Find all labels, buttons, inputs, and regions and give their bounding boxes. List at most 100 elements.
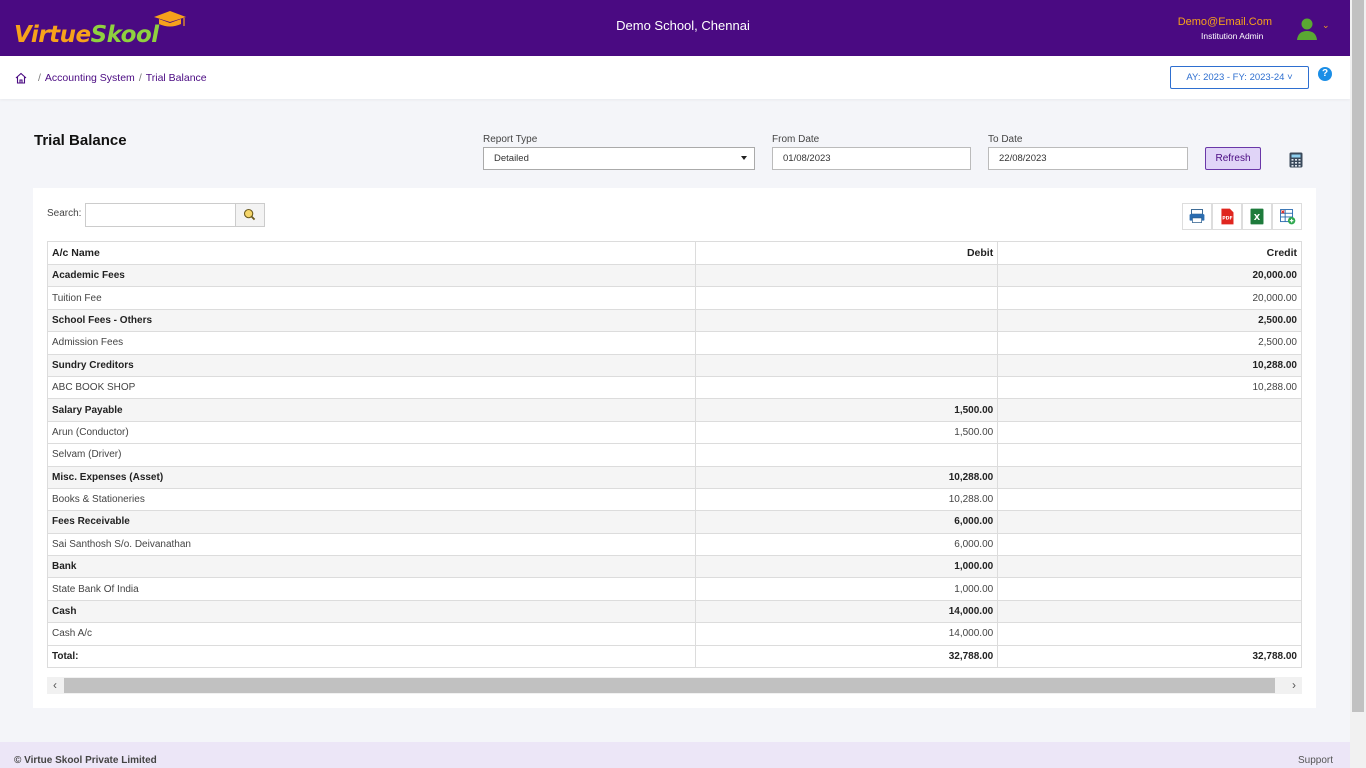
search-label: Search:: [47, 208, 82, 219]
table-row[interactable]: Arun (Conductor) 1,500.00: [46, 420, 1302, 445]
ac-name-cell: ABC BOOK SHOP: [46, 375, 697, 400]
table-group-row[interactable]: Misc. Expenses (Asset) 10,288.00: [46, 465, 1302, 489]
table-row[interactable]: ABC BOOK SHOP 10,288.00: [46, 375, 1302, 400]
column-header-credit[interactable]: Credit: [997, 241, 1302, 265]
report-type-select[interactable]: Detailed: [483, 147, 755, 170]
ac-name-cell: School Fees - Others: [46, 308, 697, 333]
debit-cell: 14,000.00: [695, 622, 999, 646]
credit-cell: 2,500.00: [997, 308, 1302, 333]
export-pdf-button[interactable]: PDF: [1212, 203, 1242, 230]
scroll-left-icon[interactable]: ‹: [53, 678, 57, 692]
breadcrumb-bar: / Accounting System / Trial Balance AY: 202…: [0, 56, 1350, 99]
table-group-row[interactable]: Fees Receivable 6,000.00: [46, 510, 1302, 534]
table-group-row[interactable]: Sundry Creditors 10,288.00: [46, 353, 1302, 377]
breadcrumb-accounting-system[interactable]: Accounting System: [44, 72, 135, 84]
user-avatar-icon[interactable]: [1296, 17, 1318, 41]
debit-cell: 6,000.00: [695, 510, 999, 534]
debit-cell: [695, 375, 999, 400]
help-icon[interactable]: ?: [1318, 67, 1332, 81]
ac-name-cell: Books & Stationeries: [46, 487, 697, 512]
report-type-value: Detailed: [494, 153, 529, 164]
debit-cell: [695, 443, 999, 467]
ac-name-cell: Sai Santhosh S/o. Deivanathan: [46, 532, 697, 557]
caret-down-icon: [741, 156, 747, 160]
academic-year-selector[interactable]: AY: 2023 - FY: 2023-24 ˅: [1170, 66, 1309, 89]
user-email[interactable]: Demo@Email.Com: [1177, 16, 1272, 28]
ac-name-cell: Misc. Expenses (Asset): [46, 465, 697, 489]
home-icon[interactable]: [15, 72, 27, 84]
graduation-cap-icon: [154, 11, 186, 27]
from-date-input[interactable]: 01/08/2023: [772, 147, 971, 170]
table-row[interactable]: State Bank Of India 1,000.00: [46, 577, 1302, 601]
credit-cell: 2,500.00: [997, 331, 1302, 355]
table-group-row[interactable]: School Fees - Others 2,500.00: [46, 308, 1302, 333]
footer: [0, 742, 1350, 768]
total-label-cell: Total:: [46, 644, 697, 669]
ac-name-cell: Admission Fees: [46, 331, 697, 355]
to-date-input[interactable]: 22/08/2023: [988, 147, 1188, 170]
ac-name-cell: Selvam (Driver): [46, 443, 697, 467]
table-row[interactable]: Selvam (Driver): [46, 443, 1302, 467]
debit-cell: 1,500.00: [695, 398, 999, 422]
school-name: Demo School, Chennai: [616, 18, 750, 33]
vertical-scrollbar-thumb[interactable]: [1352, 0, 1364, 712]
report-type-label: Report Type: [483, 134, 538, 145]
print-button[interactable]: [1182, 203, 1212, 230]
logo-wordmark: VirtueSkool: [14, 22, 159, 48]
ac-name-cell: Salary Payable: [46, 398, 697, 422]
export-csv-button[interactable]: [1272, 203, 1302, 230]
table-group-row[interactable]: Bank 1,000.00: [46, 555, 1302, 579]
breadcrumb-trial-balance[interactable]: Trial Balance: [145, 72, 207, 84]
table-row[interactable]: Admission Fees 2,500.00: [46, 331, 1302, 355]
table-row[interactable]: Tuition Fee 20,000.00: [46, 286, 1302, 310]
support-link[interactable]: Support: [1298, 755, 1334, 766]
column-header-ac-name[interactable]: A/c Name: [46, 241, 697, 265]
search-icon: [243, 208, 256, 221]
excel-icon: X: [1250, 208, 1264, 225]
credit-cell: 20,000.00: [997, 286, 1302, 310]
credit-cell: [997, 443, 1302, 467]
calculator-icon[interactable]: [1289, 152, 1303, 168]
table-group-row[interactable]: Cash 14,000.00: [46, 599, 1302, 624]
debit-cell: 6,000.00: [695, 532, 999, 557]
debit-cell: 1,000.00: [695, 577, 999, 601]
table-row[interactable]: Cash A/c 14,000.00: [46, 622, 1302, 646]
ac-name-cell: Sundry Creditors: [46, 353, 697, 377]
debit-cell: [695, 331, 999, 355]
refresh-button[interactable]: Refresh: [1205, 147, 1261, 170]
from-date-label: From Date: [772, 134, 820, 145]
ac-name-cell: State Bank Of India: [46, 577, 697, 601]
ac-name-cell: Academic Fees: [46, 263, 697, 288]
debit-cell: [695, 308, 999, 333]
total-credit-cell: 32,788.00: [997, 644, 1302, 669]
credit-cell: [997, 487, 1302, 512]
credit-cell: 20,000.00: [997, 263, 1302, 288]
ac-name-cell: Arun (Conductor): [46, 420, 697, 445]
breadcrumb-separator: /: [138, 72, 142, 84]
debit-cell: [695, 353, 999, 377]
horizontal-scrollbar-thumb[interactable]: [64, 678, 1275, 693]
export-excel-button[interactable]: X: [1242, 203, 1272, 230]
table-total-row: Total: 32,788.00 32,788.00: [46, 644, 1302, 669]
credit-cell: [997, 532, 1302, 557]
credit-cell: [997, 420, 1302, 445]
debit-cell: 1,500.00: [695, 420, 999, 445]
table-row[interactable]: Sai Santhosh S/o. Deivanathan 6,000.00: [46, 532, 1302, 557]
search-button[interactable]: [235, 203, 265, 227]
ac-name-cell: Cash: [46, 599, 697, 624]
column-header-debit[interactable]: Debit: [695, 241, 999, 265]
table-group-row[interactable]: Salary Payable 1,500.00: [46, 398, 1302, 422]
search-input[interactable]: [85, 203, 236, 227]
ac-name-cell: Fees Receivable: [46, 510, 697, 534]
credit-cell: [997, 555, 1302, 579]
total-debit-cell: 32,788.00: [695, 644, 999, 669]
debit-cell: 14,000.00: [695, 599, 999, 624]
table-export-icon: [1280, 209, 1296, 225]
table-row[interactable]: Books & Stationeries 10,288.00: [46, 487, 1302, 512]
svg-text:PDF: PDF: [1222, 216, 1232, 222]
page-title: Trial Balance: [34, 132, 127, 149]
scroll-right-icon[interactable]: ›: [1292, 678, 1296, 692]
credit-cell: [997, 465, 1302, 489]
chevron-down-icon[interactable]: ⌄: [1322, 20, 1330, 30]
table-group-row[interactable]: Academic Fees 20,000.00: [46, 263, 1302, 288]
